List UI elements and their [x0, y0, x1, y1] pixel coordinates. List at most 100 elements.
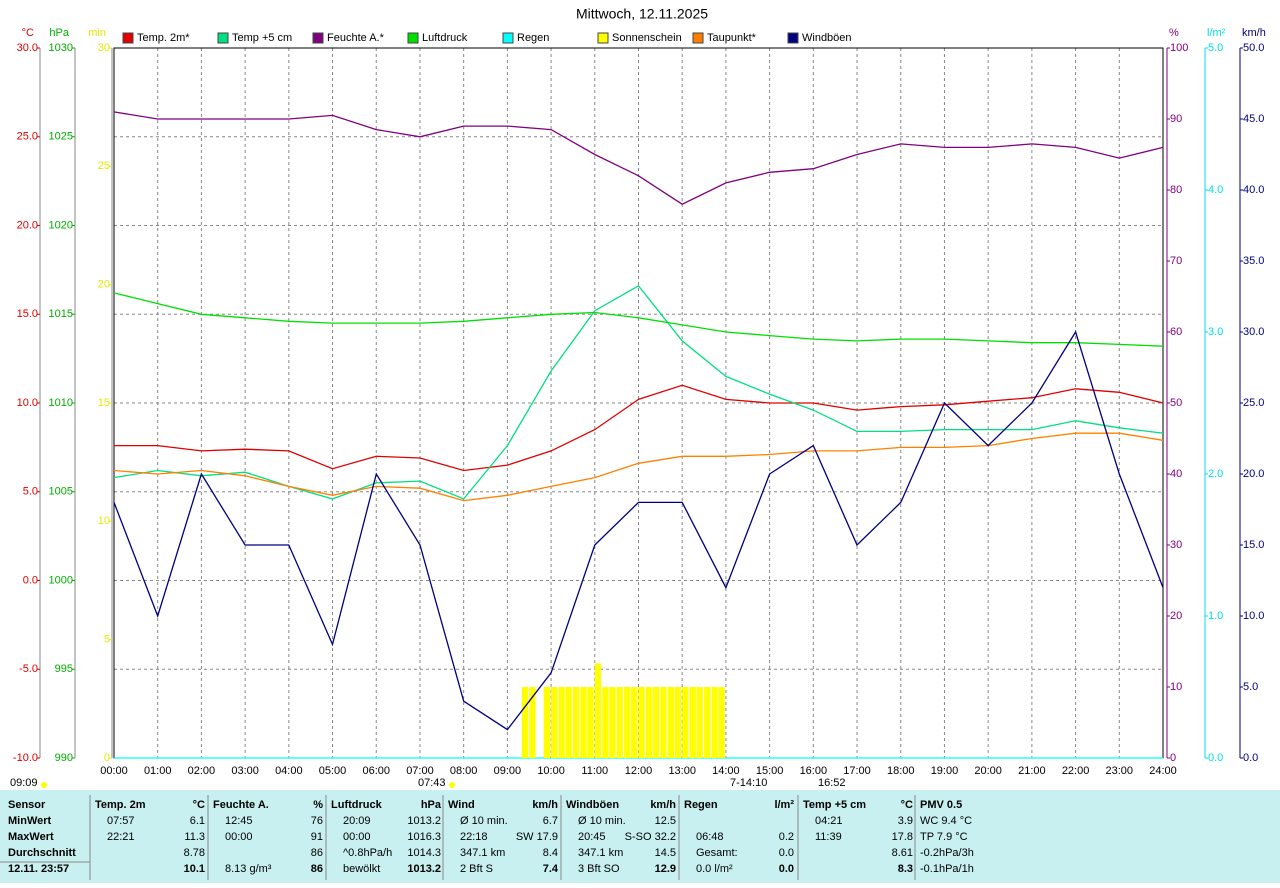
y-tick-label: 995 [55, 663, 73, 675]
x-tick-label: 00:00 [100, 765, 128, 777]
table-cell: 0.0 [779, 863, 794, 875]
y-tick-label: 1025 [49, 131, 73, 143]
y-tick-label: 30 [98, 42, 110, 54]
table-cell: 6.1 [190, 815, 205, 827]
table-cell: 76 [311, 815, 323, 827]
y-tick-label: 3.0 [1208, 326, 1223, 338]
y-tick-label: 10.0 [17, 397, 38, 409]
table-header: % [313, 799, 323, 811]
table-cell: 0.0 l/m² [696, 863, 733, 875]
table-cell: 0.2 [779, 831, 794, 843]
y-tick-label: 0.0 [1208, 752, 1223, 764]
table-header: l/m² [774, 799, 794, 811]
table-header: PMV 0.5 [920, 799, 962, 811]
table-cell: 7.4 [543, 863, 559, 875]
legend-swatch [122, 32, 134, 44]
y-tick-label: 50.0 [1243, 42, 1264, 54]
table-cell: 3.9 [898, 815, 913, 827]
y-tick-label: 25 [98, 160, 110, 172]
table-cell: 347.1 km [578, 847, 623, 859]
legend-swatch [407, 32, 419, 44]
table-cell: 00:00 [225, 831, 253, 843]
y-tick-label: 1005 [49, 486, 73, 498]
y-tick-label: 40 [1170, 468, 1182, 480]
x-tick-label: 05:00 [319, 765, 347, 777]
sun-bar [682, 687, 689, 758]
table-header: km/h [532, 799, 558, 811]
sun-bar [667, 687, 675, 758]
y-tick-label: 0.0 [23, 574, 38, 586]
y-tick-label: 40.0 [1243, 184, 1264, 196]
sun-bar [609, 687, 616, 758]
legend-swatch [502, 32, 514, 44]
table-cell: 14.5 [655, 847, 676, 859]
sun-bar [543, 687, 550, 758]
table-header: hPa [421, 799, 442, 811]
y-tick-label: 1020 [49, 219, 73, 231]
sun-bar [572, 687, 580, 758]
legend-label: Sonnenschein [612, 32, 682, 44]
table-cell: Ø 10 min. [578, 815, 626, 827]
y-tick-label: 0 [1170, 752, 1176, 764]
sun-icon [449, 782, 455, 788]
y-tick-label: 25.0 [17, 131, 38, 143]
table-header: °C [193, 799, 205, 811]
sun-bar [580, 687, 587, 758]
table-cell: 8.61 [892, 847, 913, 859]
axis-unit: °C [22, 27, 34, 39]
table-header: Windböen [566, 799, 619, 811]
annotation: 07:43 [418, 777, 446, 789]
y-tick-label: -5.0 [19, 663, 38, 675]
sun-bar [660, 687, 667, 758]
y-tick-label: -10.0 [13, 752, 38, 764]
table-cell: 12:45 [225, 815, 253, 827]
table-bg [0, 790, 1280, 883]
sun-bar [638, 687, 645, 758]
legend-label: Temp +5 cm [232, 32, 292, 44]
table-cell: 12.9 [655, 863, 676, 875]
y-tick-label: 10 [98, 515, 110, 527]
y-tick-label: 5 [104, 634, 110, 646]
legend-swatch [217, 32, 229, 44]
axis-unit: % [1169, 27, 1179, 39]
annotation: 16:52 [818, 777, 846, 789]
sun-bar [551, 687, 558, 758]
table-cell: Durchschnitt [8, 847, 76, 859]
sun-bar [711, 687, 718, 758]
sun-bar [587, 687, 594, 758]
table-cell: 20:45 [578, 831, 606, 843]
table-cell: 04:21 [815, 815, 843, 827]
sun-bar [652, 687, 660, 758]
table-cell: 10.1 [184, 863, 205, 875]
sun-bar [565, 687, 572, 758]
table-header: Luftdruck [331, 799, 383, 811]
legend-swatch [312, 32, 324, 44]
sun-bar [704, 687, 711, 758]
table-header: Feuchte A. [213, 799, 269, 811]
table-cell: -0.2hPa/3h [920, 847, 974, 859]
y-tick-label: 4.0 [1208, 184, 1223, 196]
table-cell: 00:00 [343, 831, 371, 843]
sun-bar [558, 687, 565, 758]
y-tick-label: 25.0 [1243, 397, 1264, 409]
x-tick-label: 13:00 [668, 765, 696, 777]
table-cell: ^0.8hPa/h [343, 847, 392, 859]
table-cell: 22:21 [107, 831, 135, 843]
y-tick-label: 30.0 [17, 42, 38, 54]
table-cell: 86 [311, 863, 323, 875]
table-cell: 1014.3 [407, 847, 441, 859]
sun-bar [674, 687, 682, 758]
table-cell: -0.1hPa/1h [920, 863, 974, 875]
x-tick-label: 02:00 [188, 765, 216, 777]
y-tick-label: 50 [1170, 397, 1182, 409]
legend-label: Luftdruck [422, 32, 468, 44]
x-tick-label: 11:00 [581, 765, 608, 777]
y-tick-label: 70 [1170, 255, 1182, 267]
chart-title: Mittwoch, 12.11.2025 [576, 6, 708, 22]
table-header: °C [901, 799, 913, 811]
sun-bar [616, 687, 623, 758]
x-tick-label: 08:00 [450, 765, 478, 777]
legend-label: Windböen [802, 32, 852, 44]
y-tick-label: 2.0 [1208, 468, 1223, 480]
legend-label: Feuchte A.* [327, 32, 385, 44]
